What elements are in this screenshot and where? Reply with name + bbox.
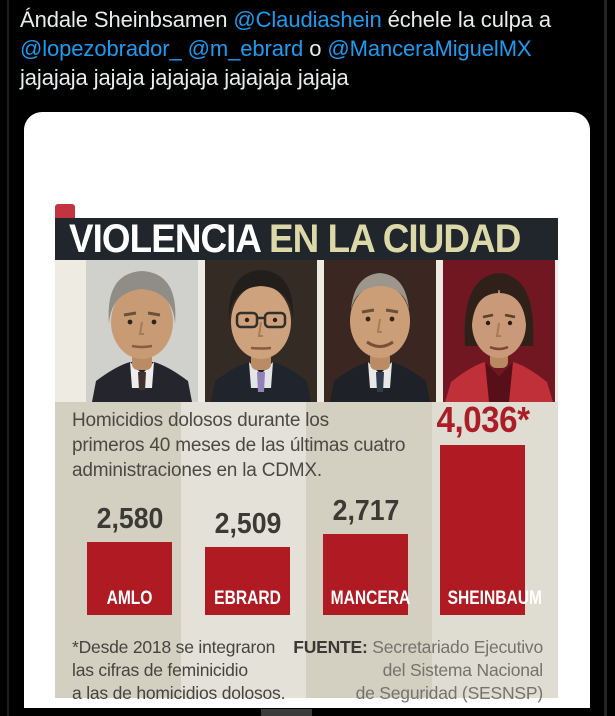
tweet-text: Ándale Sheinbsamen @Claudiashein échele … bbox=[20, 5, 598, 92]
red-ribbon-fragment bbox=[55, 204, 75, 218]
infographic-title: VIOLENCIA EN LA CIUDAD bbox=[69, 217, 521, 261]
window-edge-line-left bbox=[7, 0, 9, 716]
portrait-mancera-photo bbox=[324, 260, 436, 402]
mention-manceramiguelmx[interactable]: @ManceraMiguelMX bbox=[327, 36, 532, 61]
chart-footnote: *Desde 2018 se integraron las cifras de … bbox=[72, 637, 286, 703]
bar-value-sheinbaum: 4,036* bbox=[435, 399, 530, 440]
portraits-row bbox=[55, 260, 558, 402]
tweet-text-plain: Ándale Sheinbsamen bbox=[20, 7, 234, 32]
window-edge-line-right bbox=[604, 0, 607, 716]
portrait-ebrard-photo bbox=[205, 260, 317, 402]
bar-category-ebrard: EBRARD bbox=[214, 588, 281, 609]
infographic-title-bar: VIOLENCIA EN LA CIUDAD bbox=[55, 218, 558, 260]
mention-m-ebrard[interactable]: @m_ebrard bbox=[187, 36, 304, 61]
chart-description: Homicidios dolosos durante los primeros … bbox=[72, 410, 406, 481]
tweet-text-plain: o bbox=[303, 36, 328, 61]
bar-sheinbaum: 4,036* SHEINBAUM bbox=[436, 399, 543, 615]
bar-category-amlo: AMLO bbox=[106, 588, 153, 609]
portrait-amlo-photo bbox=[86, 260, 198, 402]
bar-value-amlo: 2,580 bbox=[96, 503, 163, 535]
bar-category-mancera: MANCERA bbox=[330, 588, 411, 609]
portrait-sheinbaum-photo bbox=[443, 260, 555, 402]
bar-value-ebrard: 2,509 bbox=[214, 508, 281, 540]
mention-lopezobrador[interactable]: @lopezobrador_ bbox=[20, 36, 182, 61]
tweet-text-plain: échele la culpa a bbox=[381, 7, 552, 32]
tweet-text-plain: jajajaja jajaja jajajaja jajajaja jajaja bbox=[20, 65, 349, 90]
tweet-media-card[interactable]: VIOLENCIA EN LA CIUDAD bbox=[24, 112, 590, 708]
bottom-progress-bar bbox=[261, 709, 312, 716]
bar-ebrard: 2,509 EBRARD bbox=[205, 508, 290, 615]
mention-claudiashein[interactable]: @Claudiashein bbox=[233, 7, 382, 32]
bar-category-sheinbaum: SHEINBAUM bbox=[447, 588, 543, 609]
bar-value-mancera: 2,717 bbox=[332, 495, 399, 527]
bar-amlo: 2,580 AMLO bbox=[87, 503, 172, 615]
chart-source: FUENTE: Secretariado Ejecutivo del Siste… bbox=[293, 637, 543, 703]
bar-mancera: 2,717 MANCERA bbox=[323, 495, 411, 615]
source-label: FUENTE: bbox=[293, 637, 368, 657]
bar-chart: Homicidios dolosos durante los primeros … bbox=[55, 399, 558, 703]
